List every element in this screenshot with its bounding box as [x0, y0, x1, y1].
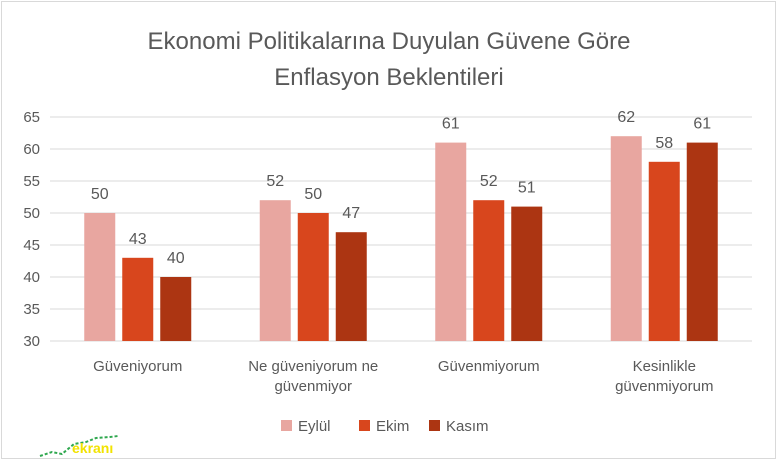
bar [648, 161, 680, 341]
legend-label: Ekim [376, 418, 409, 435]
legend-swatch [429, 420, 440, 431]
y-tick-label: 55 [23, 173, 40, 190]
x-tick-label: Güveniyorum [93, 358, 182, 375]
data-label: 52 [266, 173, 284, 190]
data-label: 47 [342, 205, 360, 222]
data-label: 62 [617, 109, 635, 126]
x-tick-label: Kesinlikle [633, 358, 696, 375]
data-label: 61 [442, 116, 460, 133]
data-label: 61 [693, 116, 711, 133]
bar [297, 213, 329, 341]
bar [435, 142, 467, 341]
data-label: 51 [518, 180, 536, 197]
data-label: 40 [167, 250, 185, 267]
y-tick-label: 35 [23, 301, 40, 318]
chart-title-line: Ekonomi Politikalarına Duyulan Güvene Gö… [148, 28, 631, 55]
legend-swatch [359, 420, 370, 431]
bar [473, 200, 505, 341]
x-tick-label: Ne güveniyorum ne [248, 358, 378, 375]
bar [511, 206, 543, 341]
bar [160, 277, 192, 341]
data-label: 58 [655, 135, 673, 152]
bar [335, 232, 367, 341]
x-tick-label: güvenmiyorum [615, 378, 713, 395]
x-tick-label: Güvenmiyorum [438, 358, 540, 375]
legend-label: Eylül [298, 418, 331, 435]
data-label: 50 [304, 186, 322, 203]
y-tick-label: 65 [23, 109, 40, 126]
x-tick-label: güvenmiyor [274, 378, 352, 395]
y-tick-label: 60 [23, 141, 40, 158]
legend-swatch [281, 420, 292, 431]
y-tick-label: 45 [23, 237, 40, 254]
y-tick-label: 40 [23, 269, 40, 286]
legend-label: Kasım [446, 418, 489, 435]
data-label: 52 [480, 173, 498, 190]
watermark-text: ekranı [72, 440, 114, 456]
data-label: 43 [129, 231, 147, 248]
y-tick-label: 30 [23, 333, 40, 350]
bar [259, 200, 291, 341]
data-label: 50 [91, 186, 109, 203]
chart-title-line: Enflasyon Beklentileri [274, 64, 503, 91]
bar [84, 213, 116, 341]
bar [610, 136, 642, 341]
bar [686, 142, 718, 341]
bar [122, 257, 154, 341]
y-tick-label: 50 [23, 205, 40, 222]
